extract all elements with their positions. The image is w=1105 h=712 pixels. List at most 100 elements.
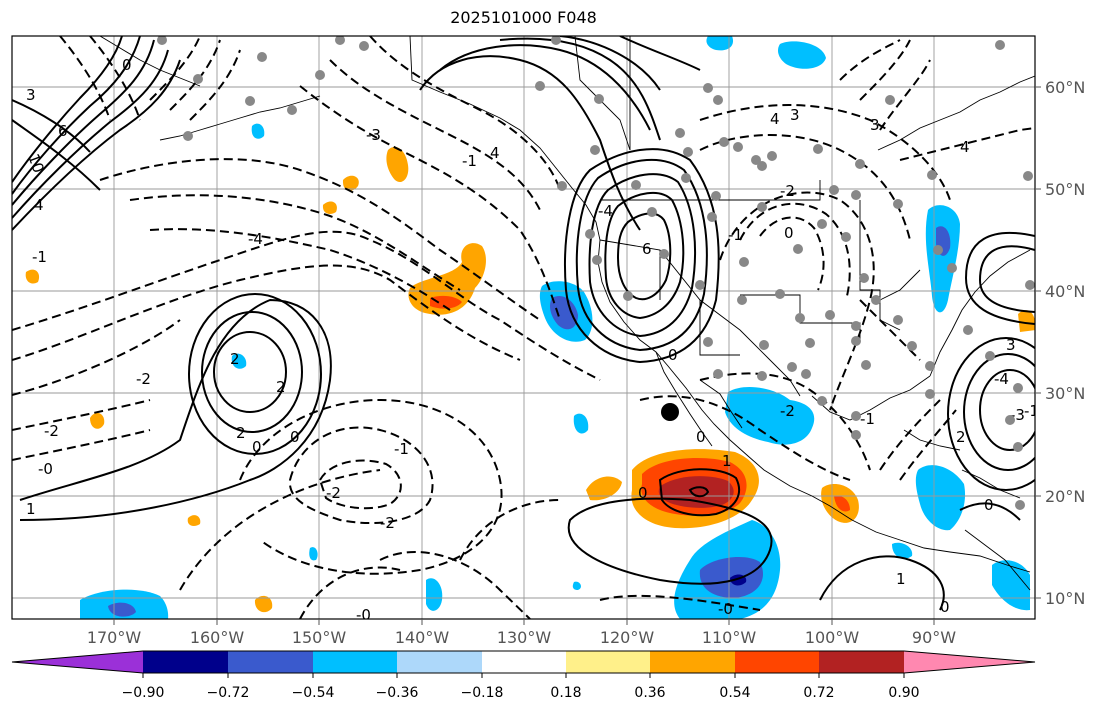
colorbar-extend-high <box>904 651 1035 673</box>
contour-label: 0 <box>696 428 706 446</box>
contour-label: 1 <box>722 452 732 470</box>
contours-solid <box>12 36 1035 611</box>
contour-label: 3 <box>26 86 36 104</box>
lat-label: 10°N <box>1045 589 1085 608</box>
colorbar-segment <box>397 651 482 673</box>
contour-label: -1 <box>860 410 875 428</box>
contour-label: 10 <box>24 151 47 175</box>
lon-label: 140°W <box>395 628 450 647</box>
contour-label: -0 <box>718 600 733 618</box>
map-title: 2025101000 F048 <box>450 8 597 27</box>
contour-label: 1 <box>26 500 36 518</box>
shade-orange-7 <box>254 595 273 613</box>
shade-orange-5 <box>586 476 622 501</box>
shade-orange-3 <box>322 201 337 214</box>
contour-label: -2 <box>44 422 59 440</box>
lat-label: 50°N <box>1045 180 1085 199</box>
shade-mid-california <box>550 295 578 330</box>
colorbar-extend-low <box>12 651 143 673</box>
contour-label: 6 <box>642 240 652 258</box>
contour-label: -1 <box>728 226 743 244</box>
contour-label: 0 <box>940 598 950 616</box>
contour-label: 0 <box>638 484 648 502</box>
contour-label: -1 <box>1024 402 1039 420</box>
shade-orange-2 <box>342 175 359 191</box>
contour-label: -4 <box>598 202 613 220</box>
contour-label: 4 <box>770 110 780 128</box>
colorbar-label: 0.90 <box>888 685 919 701</box>
contour-label: -3 <box>366 126 381 144</box>
shade-blue-small3 <box>573 413 589 434</box>
graticule <box>12 36 1035 619</box>
lon-label: 90°W <box>912 628 956 647</box>
lon-label: 120°W <box>600 628 655 647</box>
contour-label: 3 <box>1006 336 1016 354</box>
contour-label: -2 <box>780 182 795 200</box>
contour-label: -2 <box>380 514 395 532</box>
contour-label: 3 <box>870 116 880 134</box>
contour-label: 2 <box>236 424 246 442</box>
lat-label: 60°N <box>1045 78 1085 97</box>
contour-label: -1 <box>32 248 47 266</box>
lon-labels: 170°W 160°W 150°W 140°W 130°W 120°W 110°… <box>87 628 956 647</box>
shade-blue-gulf <box>725 386 815 445</box>
shade-orange-10 <box>1018 310 1035 332</box>
storm-center-marker <box>661 403 679 421</box>
colorbar-segment <box>566 651 650 673</box>
colorbar-label: 0.18 <box>550 685 581 701</box>
contour-label: -2 <box>136 370 151 388</box>
shade-blue-small1 <box>251 123 265 139</box>
colorbar-label: −0.72 <box>207 685 250 701</box>
contour-label: 1 <box>896 570 906 588</box>
shade-orange-9 <box>25 269 40 284</box>
shade-blue-small2 <box>231 353 247 369</box>
station-dots <box>157 36 1035 510</box>
contour-label: -2 <box>780 402 795 420</box>
contour-label: -4 <box>248 230 263 248</box>
colorbar-segment <box>313 651 397 673</box>
contour-label: 3 <box>790 106 800 124</box>
contour-label: 0 <box>784 224 794 242</box>
shading-layer <box>25 36 1035 619</box>
lon-label: 160°W <box>190 628 245 647</box>
contour-label: 4 <box>960 138 970 156</box>
contour-label: 0 <box>252 438 262 456</box>
contour-label-layer: 3 6 10 4 0 -1 -3 -4 -1 -2 2 2 2 0 0 -2 -… <box>24 56 1039 624</box>
contour-label: 0 <box>984 496 994 514</box>
colorbar-label: 0.36 <box>634 685 665 701</box>
lon-label: 130°W <box>497 628 552 647</box>
lat-label: 40°N <box>1045 282 1085 301</box>
axis-ticks <box>113 86 1041 625</box>
map-area <box>12 36 1035 619</box>
shade-blue-alaska <box>706 36 734 51</box>
contour-label: 4 <box>490 144 500 162</box>
contour-label: -0 <box>356 606 371 624</box>
contour-label: 2 <box>276 378 286 396</box>
contour-label: -2 <box>326 484 341 502</box>
contour-label: 0 <box>668 346 678 364</box>
coastlines <box>99 36 1035 591</box>
contours-dashed <box>12 36 1035 619</box>
lat-labels: 60°N 50°N 40°N 30°N 20°N 10°N <box>1045 78 1085 608</box>
colorbar: −0.90 −0.72 −0.54 −0.36 −0.18 0.18 0.36 … <box>11 650 1036 701</box>
contour-label: 0 <box>290 428 300 446</box>
shade-red-6 <box>834 495 850 512</box>
contour-label: 0 <box>122 56 132 74</box>
shade-orange-8 <box>187 515 201 526</box>
contour-label: 4 <box>34 196 44 214</box>
shade-blue-small6 <box>572 581 581 590</box>
colorbar-segment <box>735 651 819 673</box>
contour-label: 2 <box>956 428 966 446</box>
colorbar-segment <box>143 651 228 673</box>
shade-blue-canada <box>778 41 826 69</box>
shade-blue-east1 <box>915 465 966 531</box>
contour-label: -1 <box>462 152 477 170</box>
shade-blue-sw2 <box>426 578 443 611</box>
lat-label: 20°N <box>1045 487 1085 506</box>
shade-orange-central <box>408 243 486 315</box>
colorbar-label: −0.90 <box>122 685 165 701</box>
shade-orange-4 <box>90 412 105 429</box>
colorbar-label: 0.72 <box>803 685 834 701</box>
colorbar-label: 0.54 <box>719 685 750 701</box>
